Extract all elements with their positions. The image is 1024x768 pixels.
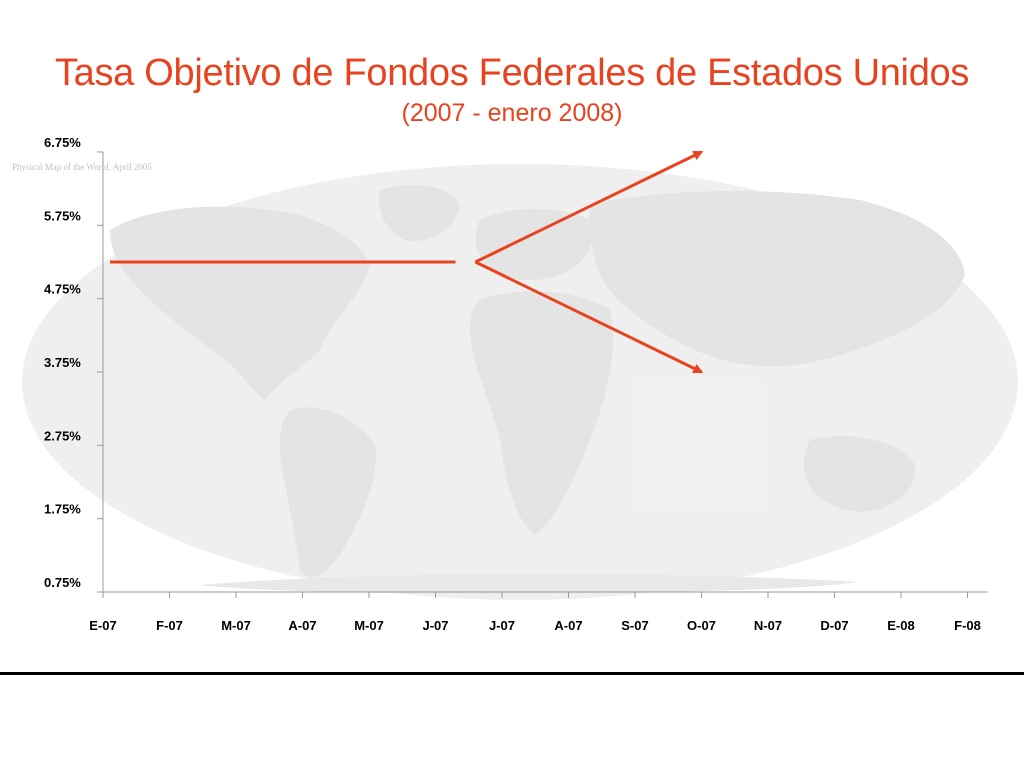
y-tick-label: 0.75%: [44, 575, 81, 590]
map-europe: [475, 208, 594, 281]
map-south-america: [279, 407, 376, 578]
x-tick-label: D-07: [820, 618, 848, 633]
map-caption: Physical Map of the World, April 2005: [12, 162, 152, 172]
x-tick-label: F-07: [156, 618, 183, 633]
y-tick-label: 4.75%: [44, 282, 81, 297]
x-tick-label: A-07: [554, 618, 582, 633]
bottom-rule: [0, 672, 1024, 675]
map-greenland: [378, 185, 460, 241]
y-tick-label: 5.75%: [44, 208, 81, 223]
x-tick-label: A-07: [288, 618, 316, 633]
y-axis-ticks: 0.75% 1.75% 2.75% 3.75% 4.75% 5.75% 6.75%: [44, 135, 103, 593]
slide-subtitle: (2007 - enero 2008): [401, 99, 623, 127]
x-tick-label: E-07: [89, 618, 116, 633]
x-tick-label: O-07: [687, 618, 716, 633]
arrow-down-annotation: [474, 260, 704, 374]
x-tick-label: J-07: [422, 618, 448, 633]
x-tick-label: F-08: [954, 618, 981, 633]
map-antarctica: [200, 574, 860, 594]
y-tick-label: 6.75%: [44, 135, 81, 150]
map-australia: [804, 436, 916, 512]
x-tick-label: M-07: [221, 618, 251, 633]
x-tick-label: S-07: [621, 618, 648, 633]
x-tick-label: M-07: [354, 618, 384, 633]
y-tick-label: 2.75%: [44, 428, 81, 443]
y-tick-label: 3.75%: [44, 355, 81, 370]
world-map-background: Physical Map of the World, April 2005: [12, 162, 1018, 600]
x-tick-label: E-08: [887, 618, 914, 633]
slide-title: Tasa Objetivo de Fondos Federales de Est…: [54, 52, 970, 94]
x-axis-ticks: E-07 F-07 M-07 A-07 M-07 J-07 J-07 A-07 S-07 O-07…: [89, 592, 981, 633]
arrow-up-annotation: [474, 150, 704, 264]
x-tick-label: J-07: [489, 618, 515, 633]
x-tick-label: N-07: [754, 618, 782, 633]
map-asia: [589, 190, 965, 367]
y-tick-label: 1.75%: [44, 502, 81, 517]
map-north-america: [110, 206, 370, 400]
annotation-layer: [474, 150, 704, 374]
map-africa: [470, 291, 614, 535]
